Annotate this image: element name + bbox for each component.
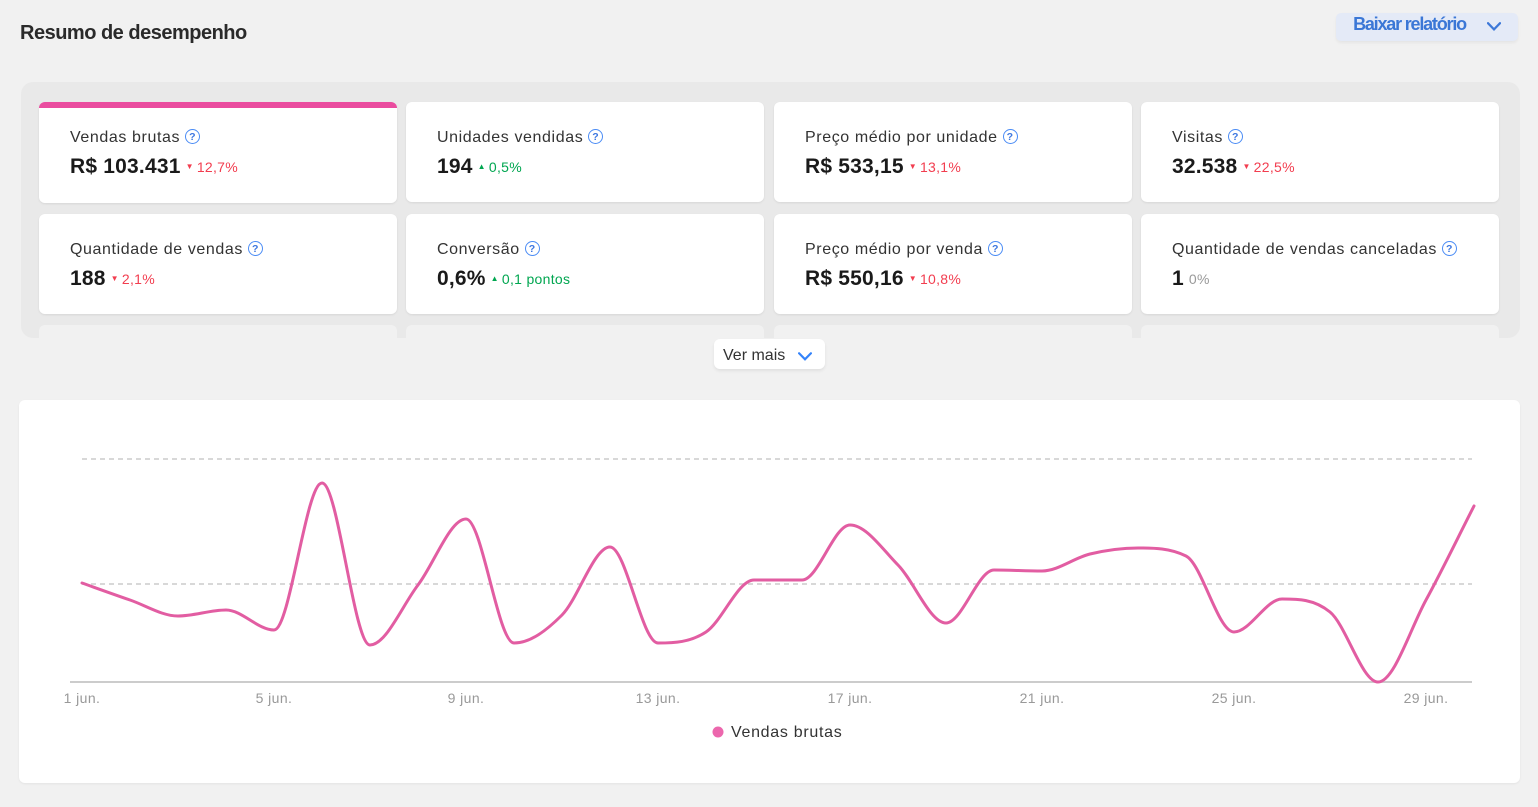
svg-text:21 jun.: 21 jun.: [1020, 690, 1065, 706]
svg-text:25 jun.: 25 jun.: [1212, 690, 1257, 706]
svg-text:1 jun.: 1 jun.: [64, 690, 101, 706]
svg-text:17 jun.: 17 jun.: [828, 690, 873, 706]
svg-text:9 jun.: 9 jun.: [448, 690, 485, 706]
svg-text:5 jun.: 5 jun.: [256, 690, 293, 706]
svg-text:Vendas brutas: Vendas brutas: [731, 724, 842, 741]
svg-text:13 jun.: 13 jun.: [636, 690, 681, 706]
svg-text:29 jun.: 29 jun.: [1404, 690, 1449, 706]
